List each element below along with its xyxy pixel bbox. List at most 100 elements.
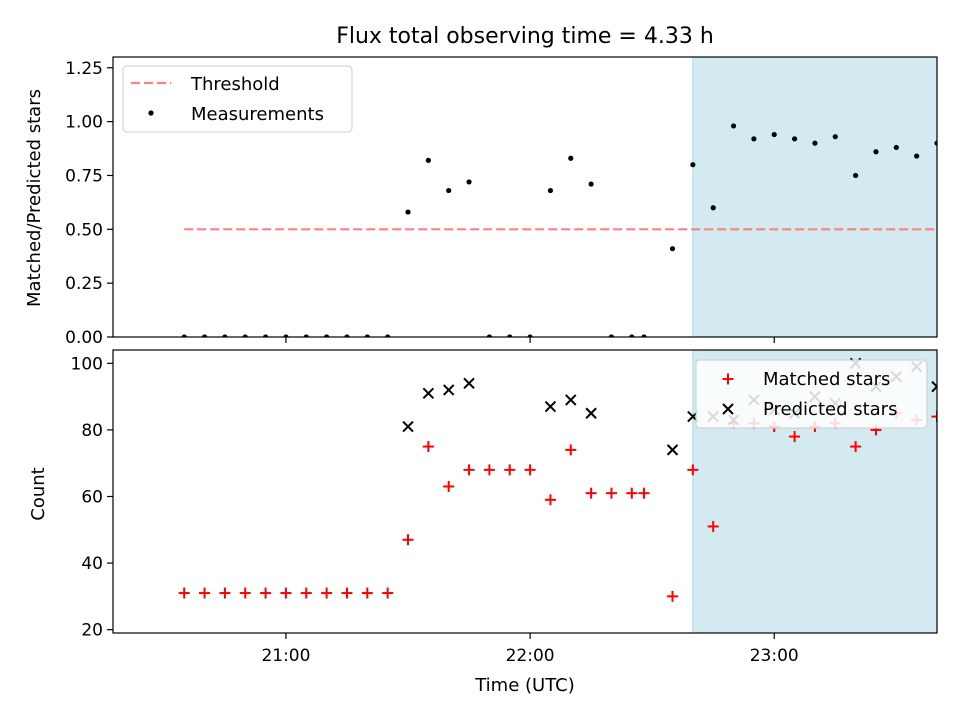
data-point bbox=[283, 334, 289, 337]
bottom-axes-frame bbox=[112, 349, 938, 634]
data-point bbox=[201, 334, 208, 337]
x-tick-label: 22:00 bbox=[506, 646, 555, 666]
data-point bbox=[300, 587, 312, 599]
bottom-y-tick-label: 80 bbox=[81, 421, 103, 441]
data-point bbox=[791, 136, 798, 142]
data-point bbox=[832, 134, 838, 140]
data-point bbox=[667, 590, 679, 602]
top-y-axis-label: Matched/Predicted stars bbox=[24, 89, 45, 307]
data-point bbox=[425, 157, 431, 163]
data-point bbox=[687, 464, 699, 476]
top-y-tick-label: 1.00 bbox=[65, 113, 103, 133]
top-y-tick-label: 0.50 bbox=[65, 220, 103, 240]
data-point bbox=[544, 400, 557, 413]
data-point bbox=[242, 334, 248, 337]
data-point bbox=[486, 334, 492, 337]
data-point bbox=[405, 209, 411, 215]
data-point bbox=[751, 136, 757, 142]
top-y-tick-label: 0.75 bbox=[65, 166, 103, 186]
data-point bbox=[585, 487, 597, 499]
data-point bbox=[466, 179, 472, 185]
legend-label-measurements: Measurements bbox=[191, 104, 324, 125]
data-point bbox=[483, 464, 495, 476]
legend-label-threshold: Threshold bbox=[190, 74, 280, 95]
legend-label-predicted: Predicted stars bbox=[763, 399, 897, 420]
bottom-y-tick-label: 100 bbox=[71, 354, 103, 374]
data-point bbox=[588, 181, 594, 187]
data-point bbox=[463, 377, 475, 390]
x-axis-label: Time (UTC) bbox=[474, 675, 575, 696]
bottom-y-axis-label: Count bbox=[28, 467, 49, 520]
data-point bbox=[707, 520, 719, 532]
legend-predicted-swatch-b bbox=[722, 403, 734, 415]
data-point bbox=[565, 394, 577, 406]
data-point bbox=[181, 334, 187, 337]
x-tick-label: 23:00 bbox=[750, 646, 799, 666]
top-series-measurements bbox=[181, 123, 937, 337]
data-point bbox=[893, 144, 899, 151]
data-point bbox=[934, 140, 937, 146]
data-point bbox=[638, 487, 650, 499]
legend-box bbox=[122, 65, 353, 133]
data-point bbox=[262, 334, 269, 337]
data-point bbox=[422, 387, 435, 399]
legend-box bbox=[695, 359, 928, 429]
data-point bbox=[812, 140, 818, 146]
data-point bbox=[629, 334, 635, 337]
data-point bbox=[789, 431, 801, 443]
data-point bbox=[504, 464, 516, 476]
data-point bbox=[873, 149, 879, 155]
data-point bbox=[239, 587, 251, 599]
top-plot-area bbox=[181, 57, 937, 337]
bottom-panel: 2040608010021:0022:0023:0000:0001:0002:0… bbox=[71, 349, 938, 666]
data-point bbox=[931, 380, 937, 393]
bottom-y-tick-label: 20 bbox=[81, 621, 103, 641]
legend-measurements-swatch bbox=[148, 110, 154, 116]
bottom-legend: Matched stars Predicted stars bbox=[695, 359, 928, 429]
data-point bbox=[850, 441, 862, 453]
data-point bbox=[914, 153, 920, 159]
legend-label-matched: Matched stars bbox=[763, 369, 890, 390]
data-point bbox=[666, 444, 679, 456]
data-point bbox=[710, 205, 716, 211]
data-point bbox=[446, 187, 452, 194]
chart-title: Flux total observing time = 4.33 h bbox=[336, 24, 714, 49]
data-point bbox=[344, 334, 350, 337]
top-y-tick-label: 0.00 bbox=[65, 328, 103, 348]
bottom-y-tick-label: 40 bbox=[81, 554, 103, 574]
top-y-tick-label: 0.25 bbox=[65, 274, 103, 294]
data-point bbox=[361, 587, 373, 599]
data-point bbox=[385, 334, 391, 337]
data-point bbox=[547, 187, 554, 194]
data-point bbox=[382, 587, 394, 599]
data-point bbox=[303, 334, 309, 337]
top-legend: Threshold Measurements bbox=[122, 65, 353, 133]
top-axes-frame bbox=[112, 56, 938, 338]
data-point bbox=[199, 587, 211, 599]
top-y-tick-label: 1.25 bbox=[65, 59, 103, 79]
data-point bbox=[321, 587, 333, 599]
data-point bbox=[568, 155, 574, 161]
data-point bbox=[608, 334, 615, 337]
data-point bbox=[853, 172, 859, 179]
data-point bbox=[442, 384, 455, 396]
data-point bbox=[324, 334, 330, 337]
data-point bbox=[422, 441, 434, 453]
data-point bbox=[544, 494, 556, 506]
data-point bbox=[443, 481, 455, 493]
data-point bbox=[463, 464, 475, 476]
data-point bbox=[641, 334, 647, 337]
x-tick-label: 21:00 bbox=[261, 646, 310, 666]
data-point bbox=[524, 464, 536, 476]
data-point bbox=[690, 162, 696, 168]
data-point bbox=[364, 334, 370, 337]
data-point bbox=[730, 123, 737, 129]
data-point bbox=[341, 587, 353, 599]
data-point bbox=[669, 246, 676, 252]
data-point bbox=[402, 420, 414, 433]
data-point bbox=[280, 587, 292, 599]
data-point bbox=[527, 334, 533, 337]
data-point bbox=[260, 587, 272, 599]
data-point bbox=[605, 487, 617, 499]
